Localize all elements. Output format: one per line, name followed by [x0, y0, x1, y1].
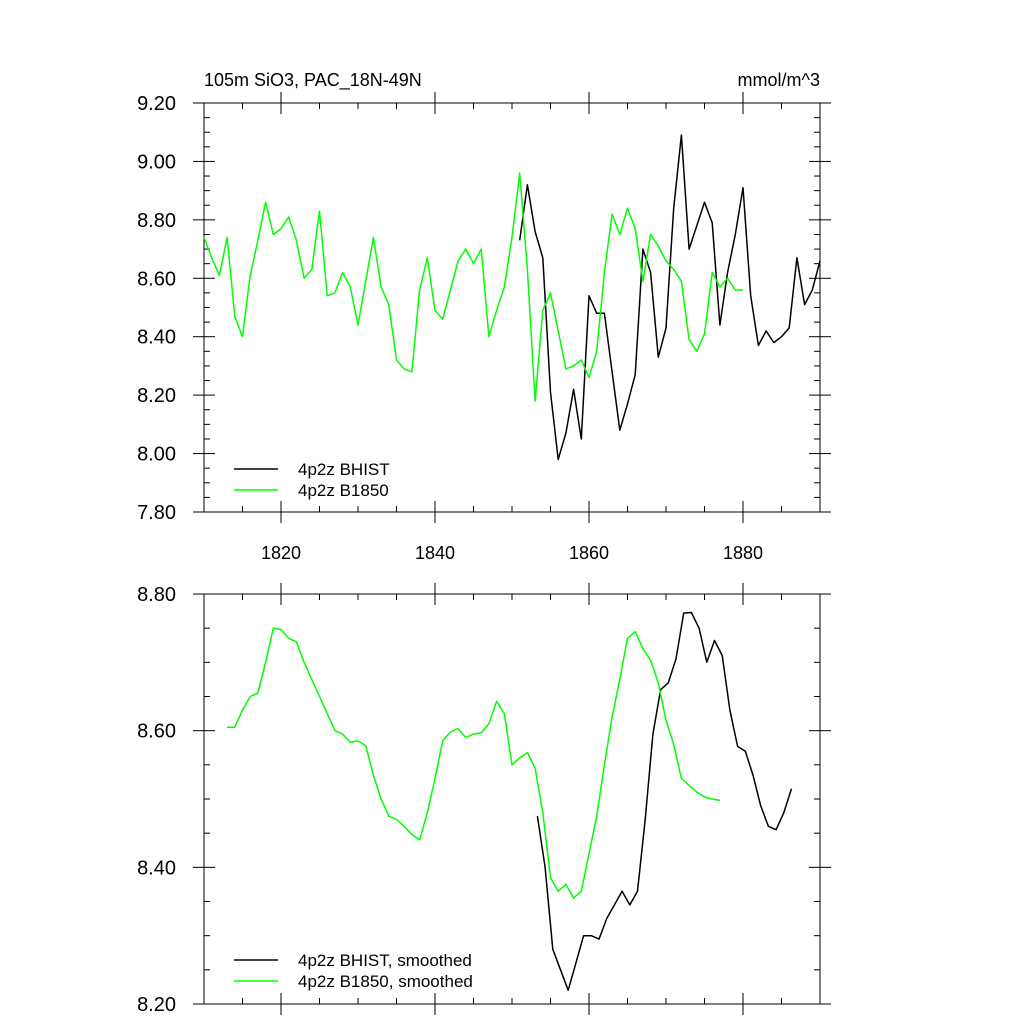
top-legend-label-bhist: 4p2z BHIST — [298, 460, 390, 479]
bottom-series-line-1 — [227, 627, 721, 899]
top-ytick-label: 8.00 — [137, 444, 176, 466]
top-ytick-label: 9.20 — [137, 93, 176, 115]
bottom-axis-ticks: 8.20 8.40 8.60 8.80 — [137, 583, 831, 1016]
bottom-ytick-label: 8.80 — [137, 584, 176, 606]
top-xtick-label: 1860 — [569, 543, 609, 563]
bottom-legend-label-bhist: 4p2z BHIST, smoothed — [298, 951, 472, 970]
bottom-legend: 4p2z BHIST, smoothed 4p2z B1850, smoothe… — [234, 951, 473, 991]
bottom-legend-label-b1850: 4p2z B1850, smoothed — [298, 972, 473, 991]
top-ytick-label: 8.60 — [137, 268, 176, 290]
top-xtick-label: 1840 — [415, 543, 455, 563]
bottom-panel: 8.20 8.40 8.60 8.80 4p2z BHIST, smoothed 4p… — [137, 583, 831, 1016]
top-ytick-label: 7.80 — [137, 502, 176, 524]
top-title: 105m SiO3, PAC_18N-49N — [204, 70, 422, 91]
top-series-line-0 — [518, 134, 821, 461]
top-axis-ticks: 1820 1840 1860 1880 7.80 8.00 8.20 8.40 8.60 8.80… — [137, 92, 831, 563]
top-xtick-label: 1880 — [723, 543, 763, 563]
bottom-plot-frame — [203, 593, 821, 1005]
top-series — [203, 134, 821, 461]
top-legend: 4p2z BHIST 4p2z B1850 — [234, 460, 390, 500]
bottom-series — [227, 611, 793, 992]
top-panel: 105m SiO3, PAC_18N-49N mmol/m^3 1820 1840… — [137, 70, 831, 563]
bottom-series-line-0 — [536, 611, 793, 992]
top-xtick-label: 1820 — [261, 543, 301, 563]
top-series-line-1 — [203, 172, 743, 402]
bottom-ytick-label: 8.20 — [137, 994, 176, 1016]
top-ytick-label: 9.00 — [137, 151, 176, 173]
top-ytick-label: 8.80 — [137, 210, 176, 232]
top-ytick-label: 8.40 — [137, 327, 176, 349]
top-legend-label-b1850: 4p2z B1850 — [298, 481, 389, 500]
bottom-ytick-label: 8.60 — [137, 721, 176, 743]
top-ytick-label: 8.20 — [137, 385, 176, 407]
top-plot-frame — [203, 102, 821, 513]
top-units: mmol/m^3 — [738, 70, 820, 90]
bottom-ytick-label: 8.40 — [137, 857, 176, 879]
